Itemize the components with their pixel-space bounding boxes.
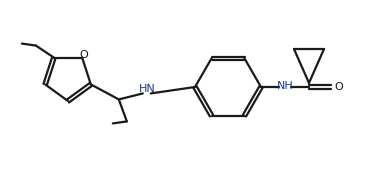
Text: NH: NH — [277, 81, 293, 91]
Text: O: O — [80, 50, 89, 60]
Text: HN: HN — [139, 84, 155, 94]
Text: O: O — [335, 82, 343, 92]
